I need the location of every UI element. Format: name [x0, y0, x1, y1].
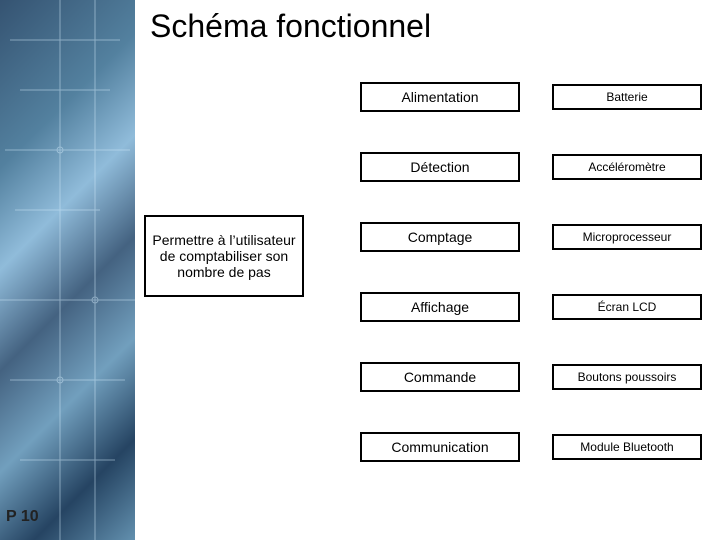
- component-box-0: Batterie: [552, 84, 702, 110]
- component-box-3: Écran LCD: [552, 294, 702, 320]
- component-box-1: Accéléromètre: [552, 154, 702, 180]
- component-box-2: Microprocesseur: [552, 224, 702, 250]
- function-box-2: Comptage: [360, 222, 520, 252]
- function-box-4: Commande: [360, 362, 520, 392]
- function-box-0: Alimentation: [360, 82, 520, 112]
- component-box-4: Boutons poussoirs: [552, 364, 702, 390]
- function-box-1: Détection: [360, 152, 520, 182]
- main-function-box: Permettre à l’utilisateur de comptabilis…: [144, 215, 304, 297]
- component-box-5: Module Bluetooth: [552, 434, 702, 460]
- function-box-3: Affichage: [360, 292, 520, 322]
- slide-title: Schéma fonctionnel: [150, 8, 431, 45]
- page-number: P 10: [6, 508, 39, 526]
- sidebar-background: [0, 0, 135, 540]
- function-box-5: Communication: [360, 432, 520, 462]
